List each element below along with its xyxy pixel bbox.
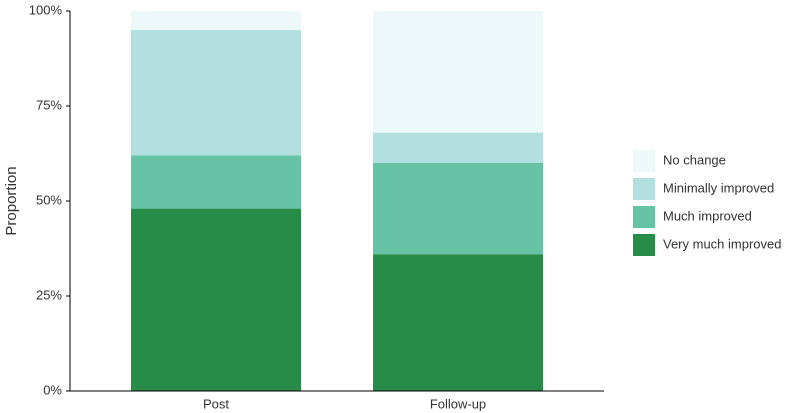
y-tick-label: 0% <box>43 382 62 397</box>
legend-label: Much improved <box>663 208 752 223</box>
bar-segment <box>131 155 301 209</box>
bar-segment <box>131 30 301 156</box>
y-tick-label: 100% <box>29 2 63 17</box>
bar-segment <box>131 11 301 30</box>
bar-segment <box>373 163 543 255</box>
x-tick-label: Follow-up <box>430 396 486 411</box>
bar-segment <box>373 254 543 391</box>
legend-label: Minimally improved <box>663 180 774 195</box>
y-tick-label: 25% <box>36 287 62 302</box>
legend-label: Very much improved <box>663 236 782 251</box>
y-tick-label: 50% <box>36 192 62 207</box>
x-tick-label: Post <box>203 396 229 411</box>
bar-segment <box>373 132 543 163</box>
legend-swatch <box>633 234 655 256</box>
y-tick-label: 75% <box>36 97 62 112</box>
bar-segment <box>373 11 543 133</box>
legend-swatch <box>633 206 655 228</box>
legend-swatch <box>633 150 655 172</box>
legend-label: No change <box>663 152 726 167</box>
y-axis-label: Proportion <box>3 166 20 235</box>
bar-segment <box>131 208 301 391</box>
legend-swatch <box>633 178 655 200</box>
